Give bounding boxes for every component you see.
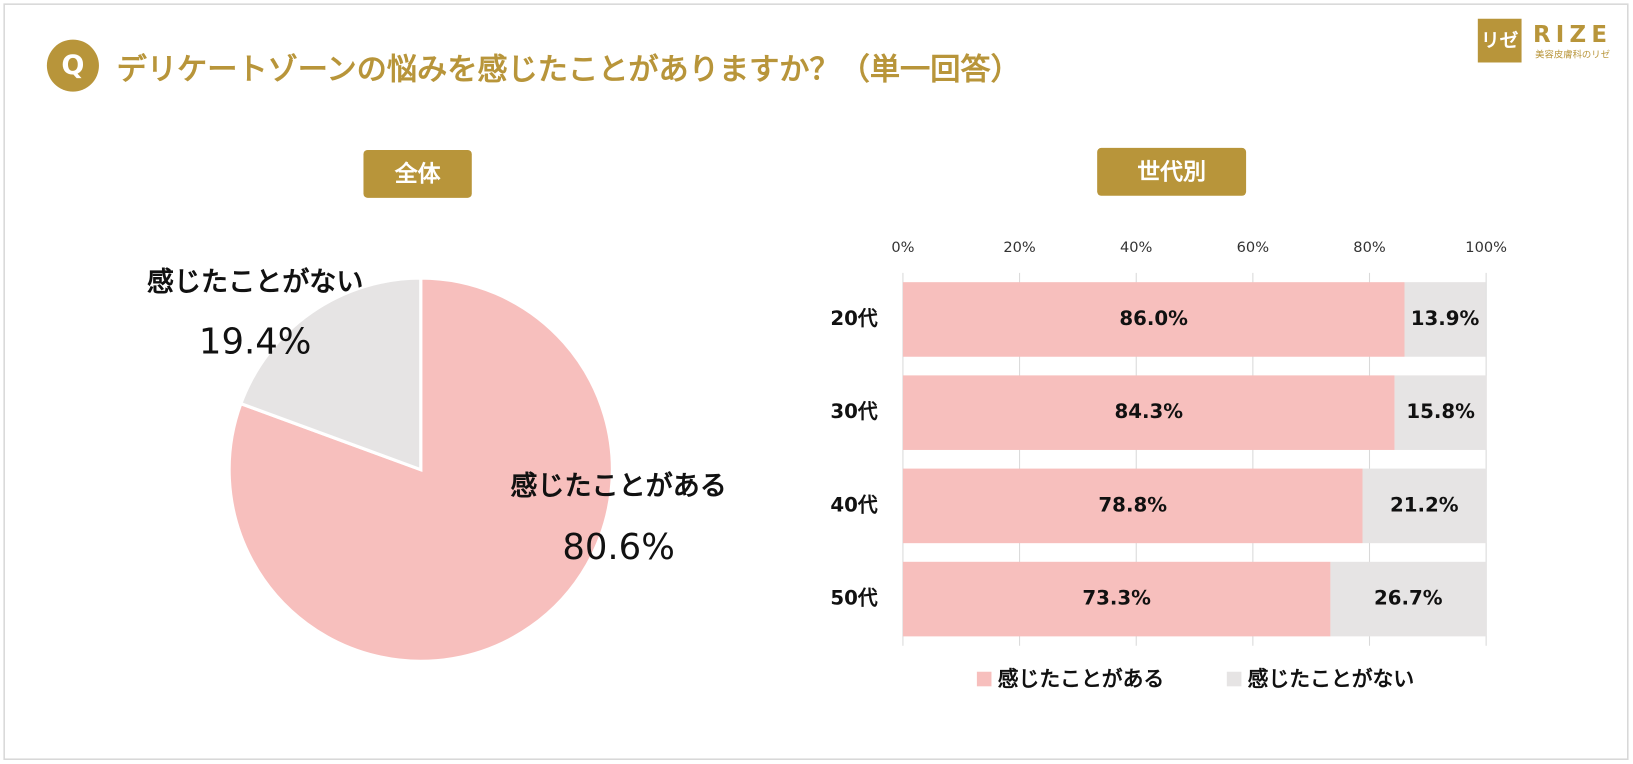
y-tick-label: 30代 [830, 400, 878, 423]
x-tick-label: 40% [1120, 239, 1153, 256]
legend-swatch [976, 671, 992, 687]
bar-segment [902, 282, 1405, 357]
bar-value-label: 73.3% [1082, 587, 1151, 610]
legend-label: 感じたことがある [998, 667, 1165, 691]
bar-value-label: 15.8% [1406, 400, 1475, 423]
q-badge-text: Q [61, 50, 84, 81]
logo-mark-text: リゼ [1481, 30, 1519, 52]
legend-label: 感じたことがない [1248, 667, 1415, 691]
bar-value-label: 84.3% [1114, 400, 1183, 423]
bar-segment [1394, 375, 1487, 450]
x-tick-label: 0% [891, 239, 914, 256]
y-tick-label: 20代 [830, 307, 878, 330]
chart-title-badge [363, 149, 472, 198]
legend-swatch [1226, 671, 1242, 687]
slice-label: 感じたことがある [510, 470, 727, 502]
bar-segment [1404, 282, 1486, 357]
page-title: デリケートゾーンの悩みを感じたことがありますか？（単一回答） [117, 51, 1021, 87]
x-tick-label: 80% [1353, 239, 1386, 256]
bar-segment [1330, 561, 1487, 637]
bar-value-label: 21.2% [1390, 493, 1459, 516]
pie-slice [238, 276, 423, 472]
q-badge [46, 39, 99, 92]
bar-segment [1362, 468, 1487, 544]
logo: RIZE [1533, 22, 1612, 48]
y-tick-label: 50代 [830, 587, 878, 610]
x-tick-label: 20% [1003, 239, 1036, 256]
slice-label: 感じたことがない [147, 266, 364, 298]
logo-mark [1477, 18, 1522, 63]
slice-value-label: 80.6% [562, 527, 674, 568]
bar-segment [902, 468, 1363, 544]
chart-title: 世代別 [1137, 159, 1206, 185]
chart-title-badge [1097, 147, 1247, 196]
x-tick-label: 100% [1465, 239, 1507, 256]
y-tick-label: 40代 [830, 493, 878, 516]
logo-sub: 美容皮膚科のリゼ [1535, 49, 1610, 61]
bar-segment [902, 375, 1395, 450]
bar-value-label: 26.7% [1374, 587, 1443, 610]
bar-value-label: 78.8% [1098, 493, 1167, 516]
pie-slice [227, 276, 614, 663]
bar-segment [902, 561, 1331, 637]
bar-value-label: 86.0% [1119, 307, 1188, 330]
chart-title: 全体 [394, 160, 441, 187]
x-tick-label: 60% [1237, 239, 1270, 256]
slice-value-label: 19.4% [199, 322, 311, 363]
bar-value-label: 13.9% [1411, 307, 1480, 330]
